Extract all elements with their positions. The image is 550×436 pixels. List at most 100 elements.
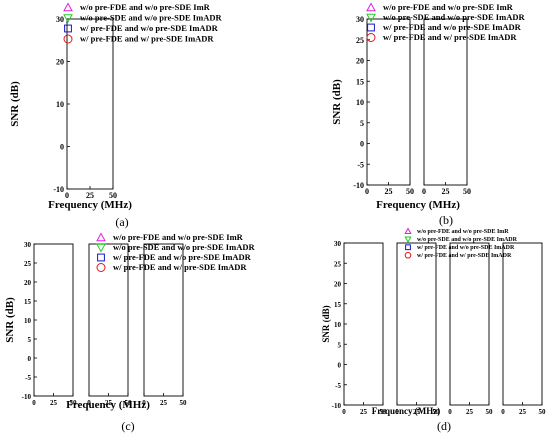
- panel-4: 0 25 50 0 25 50 0 25 50 0 25 50302520151050-5-10SNR…: [321, 227, 547, 433]
- legend-label: w/ pre-FDE and w/o pre-SDE ImADR: [417, 245, 515, 251]
- plot-frame: [343, 242, 384, 406]
- y-tick-label: 15: [24, 298, 32, 306]
- x-tick-label: 0: [395, 408, 399, 416]
- x-tick-label: 50: [539, 408, 547, 416]
- y-tick-label: -5: [357, 160, 364, 169]
- y-tick-label: 5: [338, 341, 342, 349]
- plot-frame: [502, 242, 543, 406]
- y-tick-label: 30: [334, 240, 342, 248]
- y-tick-label: 25: [356, 36, 364, 45]
- x-tick-label: 50: [125, 399, 133, 407]
- y-tick-label: 5: [28, 336, 32, 344]
- x-tick-label: 25: [360, 408, 368, 416]
- legend-marker: [63, 34, 73, 44]
- y-tick-label: 30: [56, 15, 64, 24]
- legend-label: w/o pre-FDE and w/o pre-SDE ImR: [417, 229, 509, 235]
- legend-label: w/ pre-FDE and w/o pre-SDE ImADR: [80, 23, 219, 33]
- legend-label: w/ pre-FDE and w/o pre-SDE ImADR: [383, 22, 522, 32]
- x-tick-label: 50: [486, 408, 494, 416]
- y-tick-label: 25: [24, 260, 32, 268]
- x-tick-label: 0: [142, 399, 146, 407]
- y-axis-label: SNR (dB): [331, 79, 343, 125]
- y-tick-label: 30: [24, 241, 32, 249]
- y-tick-label: 20: [24, 279, 32, 287]
- y-tick-label: 10: [356, 98, 364, 107]
- legend-label: w/o pre-FDE and w/o pre-SDE ImR: [383, 2, 514, 12]
- legend-marker: [366, 33, 376, 42]
- y-axis-label: SNR (dB): [9, 81, 21, 127]
- x-tick-label: 25: [519, 408, 527, 416]
- x-axis-label: Frequency (MHz): [48, 199, 132, 211]
- x-tick-label: 0: [448, 408, 452, 416]
- plot-frame: [33, 243, 74, 397]
- legend-marker: [366, 2, 376, 12]
- y-tick-label: 30: [356, 15, 364, 24]
- x-tick-label: 50: [433, 408, 441, 416]
- legend-marker: [96, 263, 106, 272]
- x-tick-label: 50: [380, 408, 388, 416]
- x-tick-label: 25: [86, 191, 94, 200]
- y-tick-label: 5: [360, 119, 364, 128]
- legend: w/o pre-FDE and w/o pre-SDE ImR w/o pre-S…: [404, 227, 518, 259]
- y-tick-label: 20: [356, 57, 364, 66]
- x-tick-label: 50: [70, 399, 78, 407]
- y-tick-label: 10: [24, 317, 32, 325]
- legend-label: w/ pre-FDE and w/ pre-SDE ImADR: [113, 262, 247, 272]
- legend-label: w/o pre-FDE and w/o pre-SDE ImR: [80, 2, 211, 12]
- legend-marker: [405, 244, 411, 251]
- legend-label: w/o pre-SDE and w/o pre-SDE ImADR: [80, 13, 222, 23]
- x-tick-label: 0: [65, 191, 69, 200]
- x-tick-label: 25: [105, 399, 113, 407]
- y-tick-label: -10: [332, 402, 342, 410]
- y-tick-label: 10: [334, 321, 342, 329]
- plot-frame: [396, 242, 437, 406]
- legend-label: w/o pre-SDE and w/o pre-SDE ImADR: [113, 242, 255, 252]
- y-axis-label: SNR (dB): [4, 297, 16, 343]
- y-tick-label: -10: [353, 181, 364, 190]
- legend-label: w/ pre-FDE and w/ pre-SDE ImADR: [383, 32, 517, 42]
- x-tick-label: 25: [385, 187, 393, 196]
- legend-marker: [63, 2, 73, 12]
- y-tick-label: 0: [28, 355, 32, 363]
- x-tick-label: 0: [422, 187, 426, 196]
- legend-label: w/ pre-FDE and w/ pre-SDE ImADR: [417, 253, 512, 259]
- y-tick-label: -10: [22, 393, 32, 401]
- x-tick-label: 50: [463, 187, 471, 196]
- x-tick-label: 25: [466, 408, 474, 416]
- x-tick-label: 25: [442, 187, 450, 196]
- x-axis-label: Frequency (MHz): [372, 406, 441, 416]
- y-tick-label: -10: [53, 185, 64, 194]
- x-tick-label: 0: [87, 399, 91, 407]
- plot-frame: [66, 18, 114, 190]
- legend-label: w/o pre-SDE and w/o pre-SDE ImADR: [383, 12, 525, 22]
- legend-marker: [96, 243, 106, 253]
- panel-caption: (c): [121, 419, 134, 433]
- x-tick-label: 50: [406, 187, 414, 196]
- y-tick-label: 10: [56, 100, 64, 109]
- legend-label: w/o pre-SDE and w/o pre-SDE ImADR: [417, 237, 518, 243]
- legend-marker: [96, 232, 106, 242]
- legend-label: w/ pre-FDE and w/ pre-SDE ImADR: [80, 34, 214, 44]
- x-tick-label: 25: [413, 408, 421, 416]
- x-tick-label: 25: [160, 399, 168, 407]
- y-tick-label: 15: [356, 77, 364, 86]
- y-tick-label: 20: [56, 58, 64, 67]
- y-tick-label: -5: [335, 382, 341, 390]
- x-tick-label: 0: [342, 408, 346, 416]
- x-tick-label: 0: [365, 187, 369, 196]
- panel-caption: (a): [115, 215, 128, 229]
- x-tick-label: 50: [109, 191, 117, 200]
- legend-marker: [404, 227, 412, 234]
- x-tick-label: 0: [501, 408, 505, 416]
- x-axis-label: Frequency (MHz): [376, 199, 460, 211]
- legend-marker: [64, 24, 72, 33]
- panel-caption: (d): [437, 419, 451, 433]
- x-axis-label: Frequency (MHz): [66, 399, 150, 411]
- panel-caption: (b): [439, 213, 453, 227]
- legend-marker: [367, 23, 375, 32]
